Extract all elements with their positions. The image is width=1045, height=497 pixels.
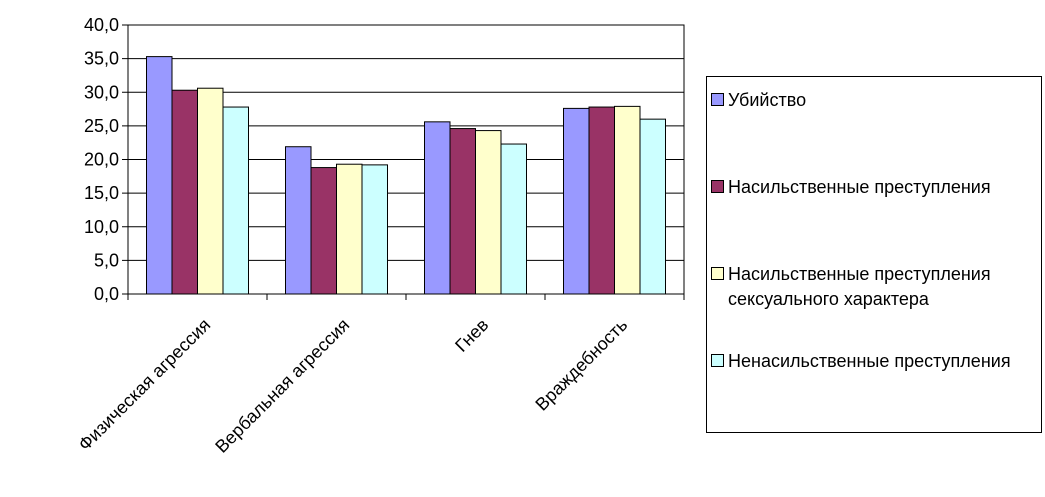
y-tick-label: 25,0 [84,116,119,136]
legend-swatch-nonviolent-crimes [711,354,724,367]
bar [197,87,224,295]
bar [146,56,173,295]
bar [639,118,666,295]
bar [171,89,198,295]
y-tick-label: 0,0 [94,284,119,304]
legend-swatch-murder [711,93,724,106]
y-tick-label: 40,0 [84,15,119,35]
y-tick-label: 20,0 [84,150,119,170]
x-tick-label: Физическая агрессия [74,315,214,455]
axes [122,24,685,300]
x-tick-label: Гнев [451,315,492,356]
bar [424,121,451,295]
bar [361,164,388,295]
legend-label-sexual-violent-crimes: Насильственные преступления сексуального… [728,264,991,309]
legend-item-murder: Убийство [711,88,1038,113]
bars [146,56,666,295]
bar [222,106,249,295]
legend: Убийство Насильственные преступления Нас… [706,76,1042,433]
bar [449,128,476,295]
y-tick-label: 30,0 [84,82,119,102]
bar [588,106,615,295]
x-tick-label: Враждебность [531,315,631,415]
y-tick-label: 35,0 [84,49,119,69]
legend-label-violent-crimes: Насильственные преступления [728,177,991,197]
legend-label-murder: Убийство [728,90,807,110]
y-tick-label: 5,0 [94,250,119,270]
legend-swatch-sexual-violent-crimes [711,267,724,280]
legend-item-sexual-violent-crimes: Насильственные преступления сексуального… [711,262,1038,312]
legend-item-nonviolent-crimes: Ненасильственные преступления [711,349,1038,374]
y-axis-tick-labels: 0,0 5,0 10,0 15,0 20,0 25,0 30,0 35,0 40,0 [84,15,119,304]
y-tick-label: 15,0 [84,183,119,203]
legend-label-nonviolent-crimes: Ненасильственные преступления [728,351,1011,371]
legend-swatch-violent-crimes [711,180,724,193]
bar [500,143,527,295]
bar [285,146,312,295]
x-tick-label: Вербальная агрессия [211,315,353,457]
bar [563,107,590,295]
legend-item-violent-crimes: Насильственные преступления [711,175,1038,200]
bar [310,167,337,295]
bar [336,163,363,295]
bar [475,130,502,295]
y-tick-label: 10,0 [84,217,119,237]
bar [614,105,641,295]
